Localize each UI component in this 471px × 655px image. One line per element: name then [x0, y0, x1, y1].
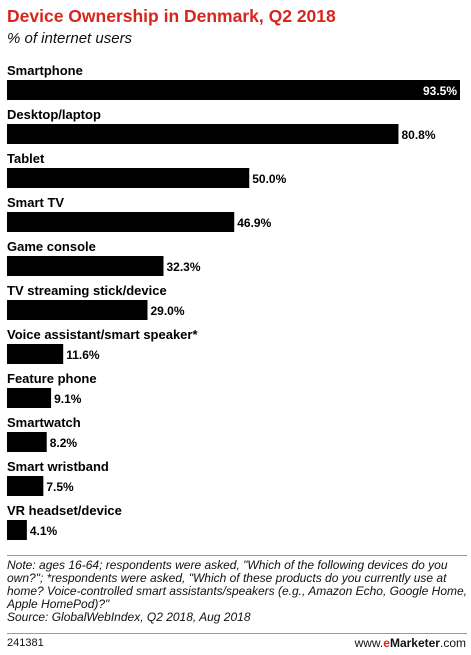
- bar: [7, 300, 148, 320]
- footer-divider-bottom: [7, 633, 467, 634]
- bar: [7, 212, 235, 232]
- category-label: Voice assistant/smart speaker*: [7, 327, 198, 342]
- value-label: 11.6%: [66, 348, 100, 362]
- source-text: Source: GlobalWebIndex, Q2 2018, Aug 201…: [7, 610, 251, 624]
- value-label: 80.8%: [401, 128, 435, 142]
- value-label: 9.1%: [54, 392, 82, 406]
- bar-chart: Smartphone 93.5% Desktop/laptop 80.8% Tablet…: [7, 63, 460, 540]
- bar: [7, 168, 250, 188]
- bar: [7, 124, 399, 144]
- value-label: 46.9%: [237, 216, 271, 230]
- category-label: Desktop/laptop: [7, 107, 101, 122]
- value-label: 50.0%: [252, 172, 286, 186]
- category-label: Game console: [7, 239, 96, 254]
- category-label: TV streaming stick/device: [7, 283, 167, 298]
- category-label: Smartphone: [7, 63, 83, 78]
- brand-accent: e: [383, 636, 390, 650]
- bar: [7, 432, 47, 452]
- category-label: Feature phone: [7, 371, 97, 386]
- value-label: 32.3%: [166, 260, 200, 274]
- bar: [7, 520, 27, 540]
- chart-title: Device Ownership in Denmark, Q2 2018: [7, 6, 336, 26]
- emarketer-logo[interactable]: www.eMarketer.com: [355, 636, 466, 650]
- value-label: 8.2%: [50, 436, 78, 450]
- bar: [7, 80, 460, 100]
- value-label: 4.1%: [30, 524, 58, 538]
- brand-name: Marketer: [389, 636, 440, 650]
- value-label: 7.5%: [46, 480, 74, 494]
- chart-subtitle: % of internet users: [7, 30, 133, 47]
- footer-divider-top: [7, 555, 467, 556]
- note-text: Note: ages 16-64; respondents were asked…: [7, 558, 467, 611]
- footer-note: Note: ages 16-64; respondents were asked…: [7, 559, 467, 624]
- value-label: 93.5%: [423, 84, 457, 98]
- category-label: Smart TV: [7, 195, 64, 210]
- category-label: Smart wristband: [7, 459, 109, 474]
- brand-suffix: .com: [439, 636, 466, 650]
- brand-prefix: www.: [354, 636, 384, 650]
- bar: [7, 256, 164, 276]
- value-label: 29.0%: [151, 304, 185, 318]
- category-label: VR headset/device: [7, 503, 122, 518]
- chart-id: 241381: [7, 637, 44, 649]
- category-label: Tablet: [7, 151, 45, 166]
- category-label: Smartwatch: [7, 415, 81, 430]
- bar: [7, 388, 52, 408]
- bar: [7, 476, 44, 496]
- bar: [7, 344, 64, 364]
